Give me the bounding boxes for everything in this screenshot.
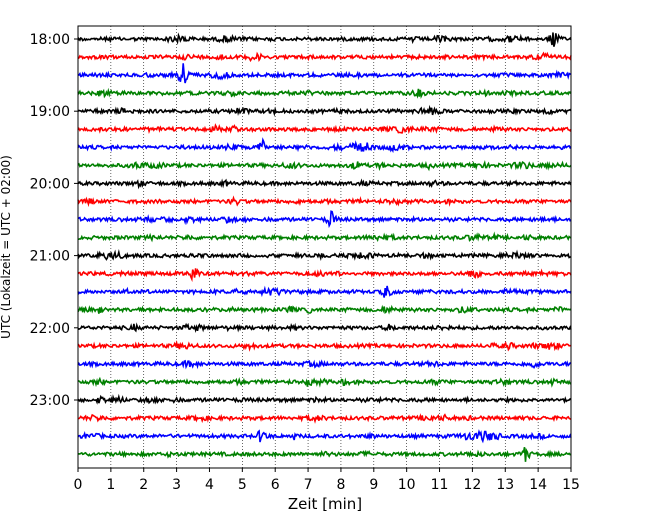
seismogram-trace [77,123,572,135]
seismogram-trace [77,359,572,370]
seismogram-trace [77,160,572,172]
seismogram-trace [77,210,572,229]
x-tick-label: 11 [431,477,449,493]
seismogram-trace [77,322,572,333]
seismogram-traces [77,32,572,462]
seismogram-trace [77,393,572,405]
y-tick-label: 20:00 [30,176,70,192]
x-tick-label: 14 [529,477,547,493]
seismogram-trace [77,429,572,444]
y-tick-label: 18:00 [30,32,70,48]
seismogram-trace [77,104,572,117]
seismogram-trace [77,32,572,47]
seismogram-trace [77,413,572,424]
y-axis-title: UTC (Lokalzeit = UTC + 02:00) [0,155,13,339]
x-tick-label: 8 [336,477,345,493]
y-tick-label: 21:00 [30,249,70,265]
x-tick-label: 7 [304,477,313,493]
x-tick-label: 10 [398,477,416,493]
x-axis-title: Zeit [min] [288,495,362,513]
x-tick-label: 12 [463,477,481,493]
x-tick-label: 5 [238,477,247,493]
x-tick-label: 1 [106,477,115,493]
seismogram-trace [77,376,572,388]
seismogram-trace [77,285,572,298]
x-tick-label: 4 [205,477,214,493]
seismogram-trace [77,51,572,63]
x-tick-label: 0 [74,477,83,493]
seismogram-trace [77,304,572,315]
y-tick-label: 22:00 [30,321,70,337]
plot-frame [77,25,572,469]
y-tick-label: 23:00 [30,393,70,409]
seismogram-trace [77,447,572,462]
x-tick-label: 6 [271,477,280,493]
seismogram-trace [77,231,572,243]
y-tick-label: 19:00 [30,104,70,120]
seismogram-trace [77,87,572,100]
seismogram-trace [77,340,571,352]
seismogram-trace [77,137,572,154]
seismogram-trace [77,268,572,283]
seismogram-trace [77,63,572,84]
y-axis-ticks: 18:00 19:00 20:00 21:00 22:00 23:00 [30,32,78,409]
x-tick-label: 3 [172,477,181,493]
x-axis-ticks: 0 1 2 3 4 5 6 7 8 9 10 11 12 13 14 15 [74,468,580,493]
x-tick-label: 9 [369,477,378,493]
seismogram-trace [77,195,572,208]
seismogram-trace [77,249,572,261]
x-tick-label: 2 [139,477,148,493]
seismogram-trace [77,178,572,190]
x-tick-label: 15 [562,477,580,493]
x-tick-label: 13 [496,477,514,493]
